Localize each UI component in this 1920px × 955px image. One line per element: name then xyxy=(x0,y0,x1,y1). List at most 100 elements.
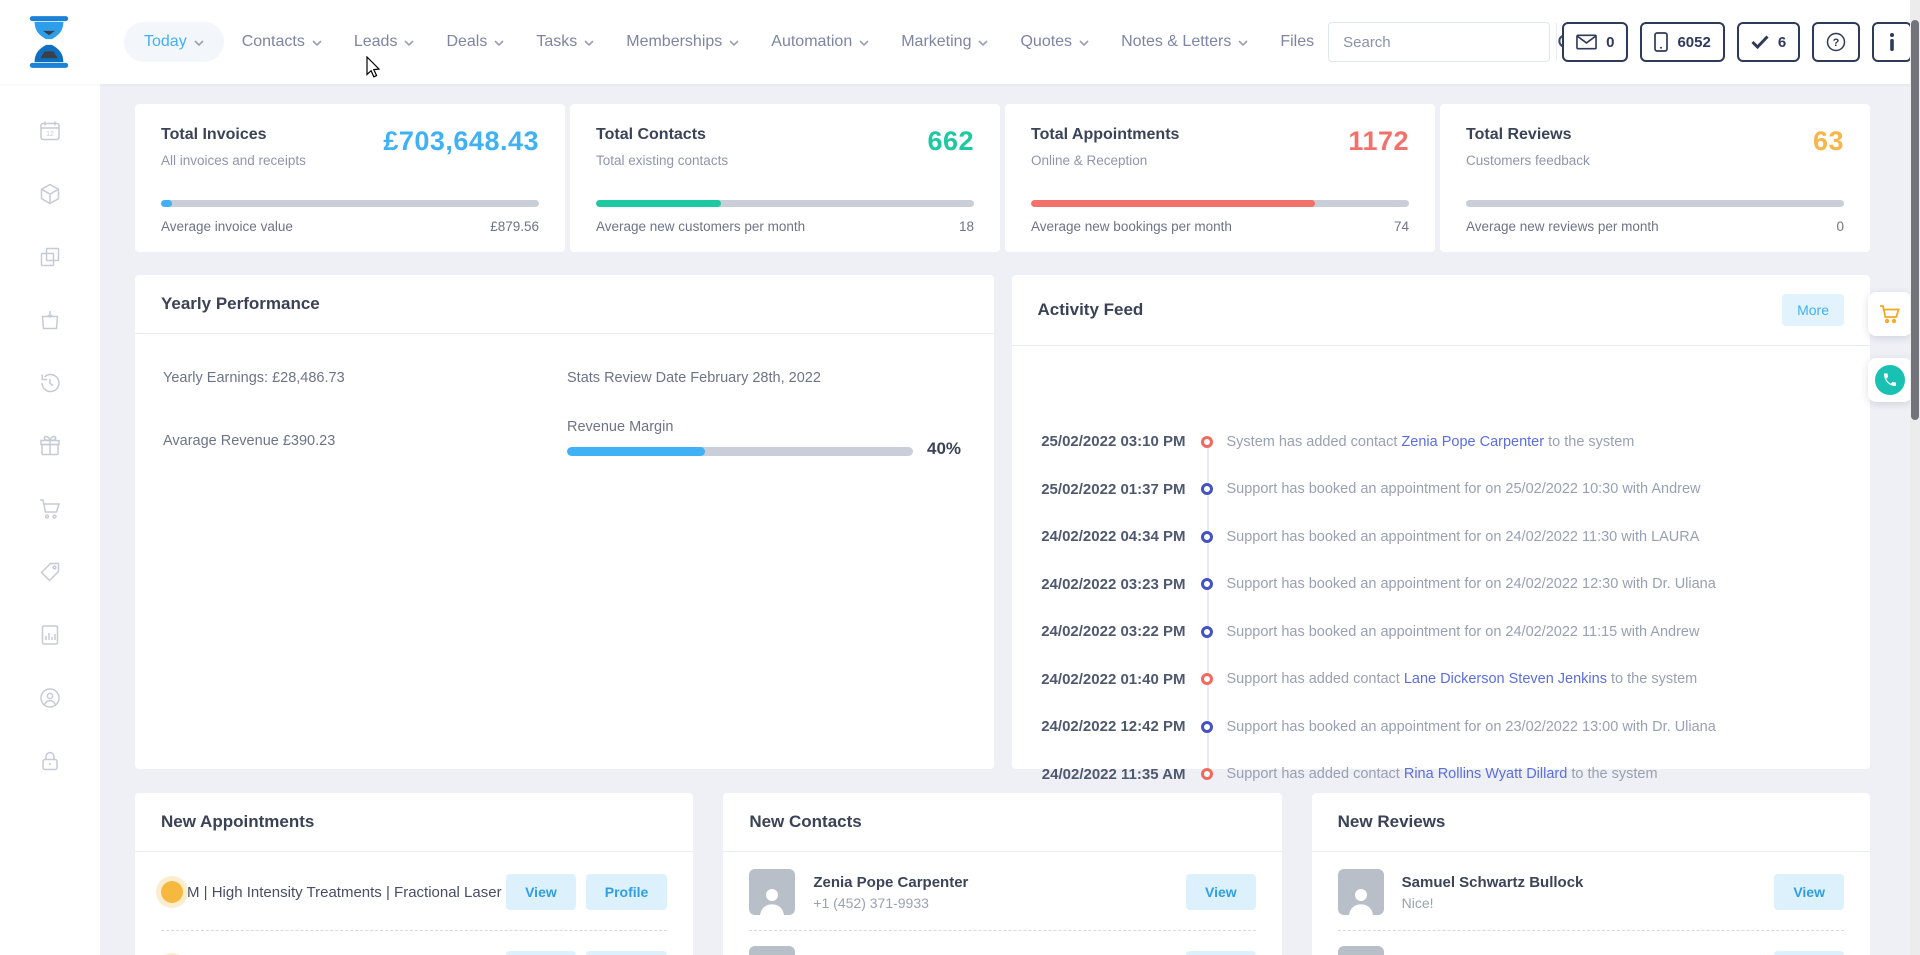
calls-button[interactable]: 6052 xyxy=(1640,22,1725,62)
new-reviews-panel: New Reviews Samuel Schwartz Bullock Nice… xyxy=(1311,793,1870,955)
view-button[interactable]: View xyxy=(506,950,576,955)
contact-link[interactable]: Rina Rollins Wyatt Dillard xyxy=(1403,766,1568,783)
activity-item: 24/02/2022 03:22 PM Support has booked a… xyxy=(1012,608,1871,656)
sidebar-item-orders[interactable] xyxy=(37,307,63,333)
chevron-down-icon xyxy=(312,39,322,46)
nav-item-tasks[interactable]: Tasks xyxy=(522,22,608,62)
contact-link[interactable]: Zenia Pope Carpenter xyxy=(1401,433,1545,450)
stat-progress xyxy=(1466,200,1844,207)
floating-call-button[interactable] xyxy=(1868,358,1912,402)
contact-link[interactable]: Lane Dickerson Steven Jenkins xyxy=(1403,671,1607,688)
timeline-marker xyxy=(1200,768,1213,781)
activity-item: 24/02/2022 03:23 PM Support has booked a… xyxy=(1012,561,1871,609)
new-appointments-panel: New Appointments M | High Intensity Trea… xyxy=(135,793,694,955)
nav-item-quotes[interactable]: Quotes xyxy=(1006,22,1103,62)
timeline-marker xyxy=(1200,720,1213,733)
activity-item: 24/02/2022 11:35 AM Support has added co… xyxy=(1012,751,1871,799)
sidebar-item-gifts[interactable] xyxy=(37,433,63,459)
contact-name: Zenia Pope Carpenter xyxy=(813,873,969,891)
nav-label: Files xyxy=(1280,33,1315,50)
left-sidebar: 12 xyxy=(0,84,100,955)
activity-time: 24/02/2022 04:34 PM xyxy=(1041,528,1186,546)
view-button[interactable]: View xyxy=(506,874,576,910)
panel-title: New Contacts xyxy=(749,812,862,831)
account-icon xyxy=(40,688,60,708)
info-icon xyxy=(1890,33,1895,51)
stat-subtitle: All invoices and receipts xyxy=(161,153,306,168)
chevron-down-icon xyxy=(404,39,415,46)
revenue-margin-progress xyxy=(567,447,913,456)
app-logo[interactable] xyxy=(26,13,72,71)
chevron-down-icon xyxy=(859,39,869,46)
sidebar-item-pricing[interactable] xyxy=(37,559,63,585)
nav-item-contacts[interactable]: Contacts xyxy=(228,22,336,62)
nav-item-memberships[interactable]: Memberships xyxy=(612,22,753,62)
activity-item: 24/02/2022 01:40 PM Support has added co… xyxy=(1012,656,1871,704)
contact-phone: +1 (452) 371-9933 xyxy=(813,894,929,911)
view-button[interactable]: View xyxy=(1774,874,1844,910)
sidebar-item-reports[interactable] xyxy=(37,622,63,648)
nav-label: Leads xyxy=(353,33,398,50)
mail-button[interactable]: 0 xyxy=(1562,22,1629,62)
nav-item-leads[interactable]: Leads xyxy=(340,22,429,62)
stat-footer-label: Average new bookings per month xyxy=(1031,219,1232,234)
nav-item-marketing[interactable]: Marketing xyxy=(887,22,1002,62)
stat-progress xyxy=(1031,200,1409,207)
sidebar-item-calendar[interactable]: 12 xyxy=(37,118,63,144)
tasks-button[interactable]: 6 xyxy=(1736,22,1801,62)
stat-footer-value: £879.56 xyxy=(490,219,539,234)
stat-value: 1172 xyxy=(1348,126,1409,156)
more-button[interactable]: More xyxy=(1782,294,1844,326)
activity-text: Support has booked an appointment for on… xyxy=(1226,528,1700,545)
sidebar-item-account[interactable] xyxy=(37,685,63,711)
chevron-down-icon xyxy=(1238,39,1248,46)
timeline-marker xyxy=(1200,625,1213,638)
nav-item-notes-letters[interactable]: Notes & Letters xyxy=(1107,22,1262,62)
search-box xyxy=(1328,22,1576,62)
sidebar-item-cart[interactable] xyxy=(37,496,63,522)
scrollbar-thumb[interactable] xyxy=(1911,20,1919,420)
view-button[interactable]: View xyxy=(1186,874,1256,910)
stat-footer-value: 18 xyxy=(958,219,974,234)
yearly-earnings: Yearly Earnings: £28,486.73 xyxy=(163,370,345,386)
activity-text: System has added contact Zenia Pope Carp… xyxy=(1226,433,1635,450)
sidebar-item-security[interactable] xyxy=(37,748,63,774)
mail-icon xyxy=(1576,34,1597,50)
stat-subtitle: Online & Reception xyxy=(1031,153,1148,168)
yearly-performance-body: Yearly Earnings: £28,486.73 Stats Review… xyxy=(135,334,994,771)
timeline-line xyxy=(1206,442,1209,772)
activity-text: Support has booked an appointment for on… xyxy=(1226,623,1700,640)
new-contacts-panel: New Contacts Zenia Pope Carpenter +1 (45… xyxy=(723,793,1282,955)
nav-label: Marketing xyxy=(901,33,972,50)
contact-row: Zenia Pope Carpenter +1 (452) 371-9933 V… xyxy=(749,854,1256,930)
stat-progress xyxy=(596,200,974,207)
activity-time: 25/02/2022 01:37 PM xyxy=(1041,480,1186,498)
gift-icon xyxy=(40,435,60,456)
panel-title: Yearly Performance xyxy=(161,294,320,313)
nav-label: Tasks xyxy=(536,33,578,50)
activity-time: 24/02/2022 12:42 PM xyxy=(1041,718,1186,736)
profile-button[interactable]: Profile xyxy=(585,950,668,955)
calendar-icon: 12 xyxy=(40,121,60,141)
sidebar-item-duplicates[interactable] xyxy=(37,244,63,270)
floating-cart-button[interactable] xyxy=(1868,292,1912,336)
check-icon xyxy=(1751,35,1769,49)
chevron-down-icon xyxy=(1079,39,1089,46)
profile-button[interactable]: Profile xyxy=(585,874,668,910)
search-input[interactable] xyxy=(1329,33,1557,51)
nav-item-today[interactable]: Today xyxy=(124,22,224,62)
sidebar-item-history[interactable] xyxy=(37,370,63,396)
stat-value: £703,648.43 xyxy=(383,126,539,156)
nav-item-automation[interactable]: Automation xyxy=(757,22,883,62)
help-button[interactable]: ? xyxy=(1812,22,1861,62)
panel-title: New Appointments xyxy=(161,812,315,831)
info-button[interactable] xyxy=(1872,22,1913,62)
view-button[interactable]: View xyxy=(1774,950,1844,955)
nav-item-files[interactable]: Files xyxy=(1266,22,1328,62)
view-button[interactable]: View xyxy=(1186,950,1256,955)
nav-item-deals[interactable]: Deals xyxy=(432,22,518,62)
activity-text: Support has booked an appointment for on… xyxy=(1226,481,1701,498)
sidebar-item-packages[interactable] xyxy=(37,181,63,207)
activity-item: 25/02/2022 01:37 PM Support has booked a… xyxy=(1012,466,1871,514)
chevron-down-icon xyxy=(494,39,504,46)
